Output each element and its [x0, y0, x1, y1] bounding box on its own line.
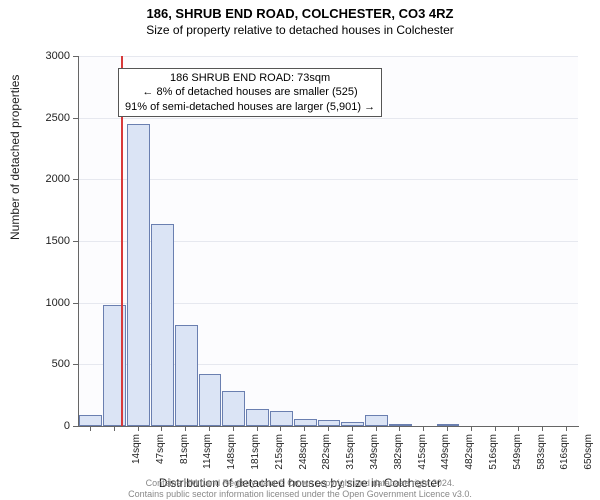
x-tick-mark — [114, 426, 115, 431]
histogram-bar — [79, 415, 102, 426]
x-tick-label: 47sqm — [155, 434, 166, 478]
histogram-bar — [341, 422, 364, 426]
y-tick-mark — [73, 241, 78, 242]
footer-line-2: Contains public sector information licen… — [0, 489, 600, 500]
histogram-bar — [365, 415, 388, 426]
y-tick-mark — [73, 426, 78, 427]
x-tick-mark — [352, 426, 353, 431]
x-tick-label: 181sqm — [250, 434, 261, 478]
x-tick-label: 14sqm — [131, 434, 142, 478]
histogram-bar — [389, 424, 412, 426]
histogram-bar — [222, 391, 245, 426]
chart-container: 186, SHRUB END ROAD, COLCHESTER, CO3 4RZ… — [0, 0, 600, 500]
x-tick-mark — [138, 426, 139, 431]
x-tick-label: 449sqm — [440, 434, 451, 478]
x-tick-label: 516sqm — [488, 434, 499, 478]
x-tick-mark — [495, 426, 496, 431]
y-tick-label: 1500 — [30, 235, 70, 247]
annotation-line-1: 186 SHRUB END ROAD: 73sqm — [125, 71, 375, 85]
x-tick-mark — [542, 426, 543, 431]
title-address: 186, SHRUB END ROAD, COLCHESTER, CO3 4RZ — [0, 0, 600, 21]
x-tick-mark — [90, 426, 91, 431]
x-tick-label: 349sqm — [369, 434, 380, 478]
x-tick-mark — [185, 426, 186, 431]
histogram-bar — [127, 124, 150, 426]
y-tick-label: 3000 — [30, 50, 70, 62]
x-tick-mark — [399, 426, 400, 431]
x-tick-mark — [376, 426, 377, 431]
histogram-bar — [294, 419, 317, 426]
x-tick-label: 482sqm — [464, 434, 475, 478]
plot-area: 186 SHRUB END ROAD: 73sqm ← 8% of detach… — [78, 56, 578, 426]
footer-attribution: Contains HM Land Registry data © Crown c… — [0, 478, 600, 500]
x-tick-mark — [209, 426, 210, 431]
x-tick-label: 415sqm — [417, 434, 428, 478]
y-axis-label: Number of detached properties — [8, 75, 22, 240]
histogram-bar — [151, 224, 174, 426]
title-subtitle: Size of property relative to detached ho… — [0, 21, 600, 37]
x-tick-mark — [257, 426, 258, 431]
x-tick-label: 616sqm — [559, 434, 570, 478]
annotation-line-3: 91% of semi-detached houses are larger (… — [125, 100, 375, 114]
x-tick-label: 114sqm — [202, 434, 213, 478]
x-tick-label: 215sqm — [274, 434, 285, 478]
x-tick-label: 382sqm — [393, 434, 404, 478]
x-tick-mark — [423, 426, 424, 431]
x-tick-mark — [447, 426, 448, 431]
x-tick-label: 650sqm — [583, 434, 594, 478]
x-tick-label: 81sqm — [179, 434, 190, 478]
histogram-bar — [246, 409, 269, 426]
x-tick-mark — [233, 426, 234, 431]
footer-line-1: Contains HM Land Registry data © Crown c… — [0, 478, 600, 489]
y-tick-label: 500 — [30, 358, 70, 370]
x-tick-label: 549sqm — [512, 434, 523, 478]
y-tick-mark — [73, 56, 78, 57]
annotation-line-2: ← 8% of detached houses are smaller (525… — [125, 85, 375, 99]
y-tick-label: 2000 — [30, 173, 70, 185]
histogram-bar — [199, 374, 222, 426]
y-tick-label: 1000 — [30, 297, 70, 309]
x-tick-label: 282sqm — [321, 434, 332, 478]
y-tick-mark — [73, 179, 78, 180]
x-tick-label: 315sqm — [345, 434, 356, 478]
y-tick-mark — [73, 364, 78, 365]
y-tick-mark — [73, 118, 78, 119]
x-tick-mark — [161, 426, 162, 431]
x-tick-label: 583sqm — [536, 434, 547, 478]
x-tick-mark — [280, 426, 281, 431]
x-tick-mark — [471, 426, 472, 431]
y-tick-label: 0 — [30, 420, 70, 432]
x-tick-mark — [518, 426, 519, 431]
x-tick-label: 248sqm — [298, 434, 309, 478]
y-tick-label: 2500 — [30, 112, 70, 124]
x-tick-label: 148sqm — [226, 434, 237, 478]
histogram-bar — [175, 325, 198, 426]
y-tick-mark — [73, 303, 78, 304]
annotation-box: 186 SHRUB END ROAD: 73sqm ← 8% of detach… — [118, 68, 382, 117]
x-tick-mark — [304, 426, 305, 431]
histogram-bar — [270, 411, 293, 426]
x-tick-mark — [328, 426, 329, 431]
x-tick-mark — [566, 426, 567, 431]
